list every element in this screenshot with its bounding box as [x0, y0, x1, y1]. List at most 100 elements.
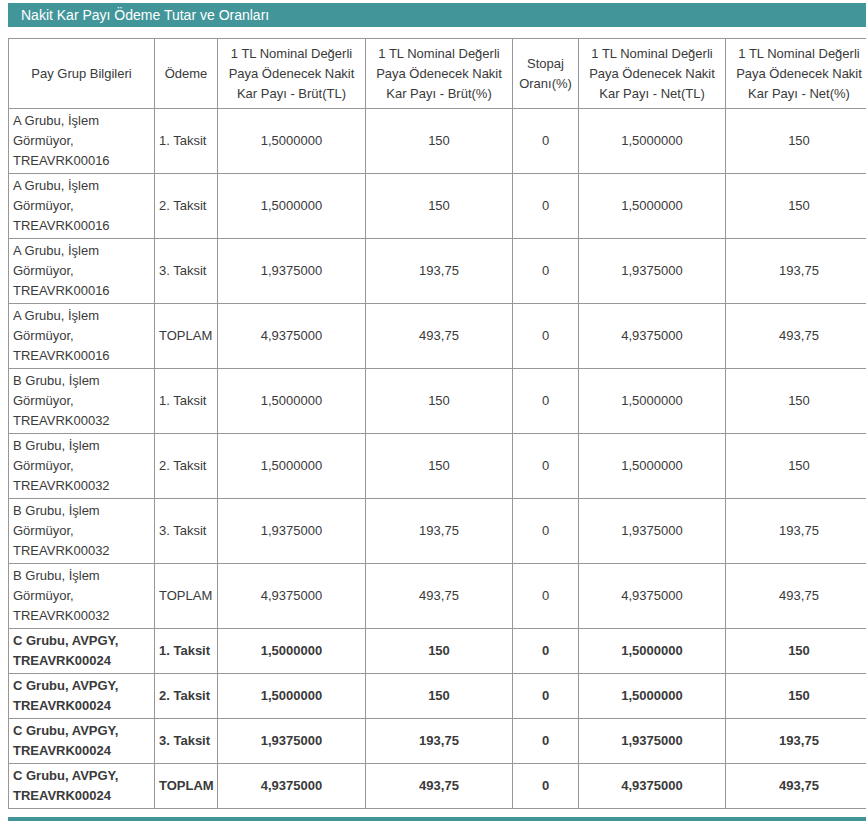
- cell-net-pct: 193,75: [726, 719, 866, 764]
- cell-brut-tl: 1,5000000: [218, 434, 366, 499]
- cell-brut-tl: 4,9375000: [218, 564, 366, 629]
- cell-net-pct: 493,75: [726, 764, 866, 809]
- cell-brut-pct: 150: [366, 109, 513, 174]
- cell-net-pct: 150: [726, 369, 866, 434]
- cell-net-tl: 1,5000000: [579, 174, 726, 239]
- cell-payment: 1. Taksit: [155, 369, 218, 434]
- cell-net-tl: 4,9375000: [579, 764, 726, 809]
- disclosure-page: Nakit Kar Payı Ödeme Tutar ve Oranları P…: [0, 0, 866, 821]
- cell-net-pct: 193,75: [726, 239, 866, 304]
- cell-net-pct: 150: [726, 434, 866, 499]
- cell-stopaj: 0: [513, 629, 579, 674]
- table-row: B Grubu, İşlem Görmüyor, TREAVRK00032 3.…: [9, 499, 866, 564]
- cell-net-pct: 150: [726, 674, 866, 719]
- cell-brut-pct: 193,75: [366, 239, 513, 304]
- cell-brut-tl: 1,5000000: [218, 174, 366, 239]
- cell-net-pct: 193,75: [726, 499, 866, 564]
- section-header-payment-amounts: Nakit Kar Payı Ödeme Tutar ve Oranları: [8, 3, 866, 27]
- cell-pay-group: B Grubu, İşlem Görmüyor, TREAVRK00032: [9, 369, 155, 434]
- cell-brut-pct: 493,75: [366, 304, 513, 369]
- cell-net-tl: 4,9375000: [579, 304, 726, 369]
- cell-pay-group: C Grubu, AVPGY, TREAVRK00024: [9, 674, 155, 719]
- cell-brut-pct: 150: [366, 434, 513, 499]
- cell-payment: 3. Taksit: [155, 499, 218, 564]
- table-row: B Grubu, İşlem Görmüyor, TREAVRK00032 1.…: [9, 369, 866, 434]
- cell-brut-pct: 150: [366, 174, 513, 239]
- cell-stopaj: 0: [513, 109, 579, 174]
- cell-payment: 3. Taksit: [155, 719, 218, 764]
- table-header: Pay Grup Bilgileri Ödeme 1 TL Nominal De…: [9, 39, 866, 109]
- cell-pay-group: A Grubu, İşlem Görmüyor, TREAVRK00016: [9, 304, 155, 369]
- cell-brut-pct: 150: [366, 369, 513, 434]
- section-header-payment-dates: Kar Payı Ödeme Tarihleri: [8, 817, 866, 821]
- cell-stopaj: 0: [513, 174, 579, 239]
- cell-pay-group: A Grubu, İşlem Görmüyor, TREAVRK00016: [9, 174, 155, 239]
- column-header-net-tl: 1 TL Nominal Değerli Paya Ödenecek Nakit…: [579, 39, 726, 109]
- column-header-brut-pct: 1 TL Nominal Değerli Paya Ödenecek Nakit…: [366, 39, 513, 109]
- cell-stopaj: 0: [513, 564, 579, 629]
- cell-payment: TOPLAM: [155, 304, 218, 369]
- cell-net-tl: 4,9375000: [579, 564, 726, 629]
- cell-net-tl: 1,9375000: [579, 239, 726, 304]
- cell-net-tl: 1,9375000: [579, 499, 726, 564]
- cell-brut-tl: 1,9375000: [218, 239, 366, 304]
- table-row: C Grubu, AVPGY, TREAVRK00024 2. Taksit 1…: [9, 674, 866, 719]
- cell-net-pct: 150: [726, 109, 866, 174]
- cell-payment: 2. Taksit: [155, 174, 218, 239]
- cell-payment: 1. Taksit: [155, 629, 218, 674]
- column-header-net-pct: 1 TL Nominal Değerli Paya Ödenecek Nakit…: [726, 39, 866, 109]
- cell-net-pct: 493,75: [726, 304, 866, 369]
- cell-brut-tl: 4,9375000: [218, 764, 366, 809]
- cell-stopaj: 0: [513, 674, 579, 719]
- cell-net-pct: 493,75: [726, 564, 866, 629]
- cell-net-tl: 1,5000000: [579, 674, 726, 719]
- cell-brut-pct: 150: [366, 629, 513, 674]
- cell-net-pct: 150: [726, 629, 866, 674]
- cell-pay-group: C Grubu, AVPGY, TREAVRK00024: [9, 719, 155, 764]
- cell-payment: TOPLAM: [155, 564, 218, 629]
- cell-pay-group: A Grubu, İşlem Görmüyor, TREAVRK00016: [9, 109, 155, 174]
- table-row: A Grubu, İşlem Görmüyor, TREAVRK00016 2.…: [9, 174, 866, 239]
- cell-pay-group: C Grubu, AVPGY, TREAVRK00024: [9, 764, 155, 809]
- cell-pay-group: A Grubu, İşlem Görmüyor, TREAVRK00016: [9, 239, 155, 304]
- cell-stopaj: 0: [513, 764, 579, 809]
- cell-brut-pct: 493,75: [366, 764, 513, 809]
- cell-pay-group: B Grubu, İşlem Görmüyor, TREAVRK00032: [9, 499, 155, 564]
- column-header-odeme: Ödeme: [155, 39, 218, 109]
- cell-brut-pct: 493,75: [366, 564, 513, 629]
- cell-stopaj: 0: [513, 719, 579, 764]
- cell-stopaj: 0: [513, 239, 579, 304]
- cell-payment: TOPLAM: [155, 764, 218, 809]
- table-row: B Grubu, İşlem Görmüyor, TREAVRK00032 2.…: [9, 434, 866, 499]
- table-row: B Grubu, İşlem Görmüyor, TREAVRK00032 TO…: [9, 564, 866, 629]
- table-row: A Grubu, İşlem Görmüyor, TREAVRK00016 3.…: [9, 239, 866, 304]
- cell-stopaj: 0: [513, 434, 579, 499]
- cell-brut-pct: 193,75: [366, 499, 513, 564]
- table-row: C Grubu, AVPGY, TREAVRK00024 TOPLAM 4,93…: [9, 764, 866, 809]
- cell-pay-group: C Grubu, AVPGY, TREAVRK00024: [9, 629, 155, 674]
- cell-stopaj: 0: [513, 499, 579, 564]
- cell-net-tl: 1,5000000: [579, 109, 726, 174]
- cell-payment: 2. Taksit: [155, 674, 218, 719]
- cell-payment: 3. Taksit: [155, 239, 218, 304]
- table-row: C Grubu, AVPGY, TREAVRK00024 1. Taksit 1…: [9, 629, 866, 674]
- cell-net-tl: 1,9375000: [579, 719, 726, 764]
- column-header-pay-grup-bilgileri: Pay Grup Bilgileri: [9, 39, 155, 109]
- cell-brut-tl: 1,5000000: [218, 369, 366, 434]
- cell-brut-tl: 1,5000000: [218, 629, 366, 674]
- cell-net-tl: 1,5000000: [579, 434, 726, 499]
- table-body: A Grubu, İşlem Görmüyor, TREAVRK00016 1.…: [9, 109, 866, 809]
- column-header-brut-tl: 1 TL Nominal Değerli Paya Ödenecek Nakit…: [218, 39, 366, 109]
- cell-brut-pct: 150: [366, 674, 513, 719]
- table-header-row: Pay Grup Bilgileri Ödeme 1 TL Nominal De…: [9, 39, 866, 109]
- cell-pay-group: B Grubu, İşlem Görmüyor, TREAVRK00032: [9, 564, 155, 629]
- cell-pay-group: B Grubu, İşlem Görmüyor, TREAVRK00032: [9, 434, 155, 499]
- cell-net-tl: 1,5000000: [579, 629, 726, 674]
- cell-stopaj: 0: [513, 369, 579, 434]
- cell-brut-tl: 4,9375000: [218, 304, 366, 369]
- cell-brut-pct: 193,75: [366, 719, 513, 764]
- section-title: Nakit Kar Payı Ödeme Tutar ve Oranları: [21, 7, 269, 23]
- dividend-payment-table: Pay Grup Bilgileri Ödeme 1 TL Nominal De…: [8, 38, 866, 809]
- cell-payment: 2. Taksit: [155, 434, 218, 499]
- cell-stopaj: 0: [513, 304, 579, 369]
